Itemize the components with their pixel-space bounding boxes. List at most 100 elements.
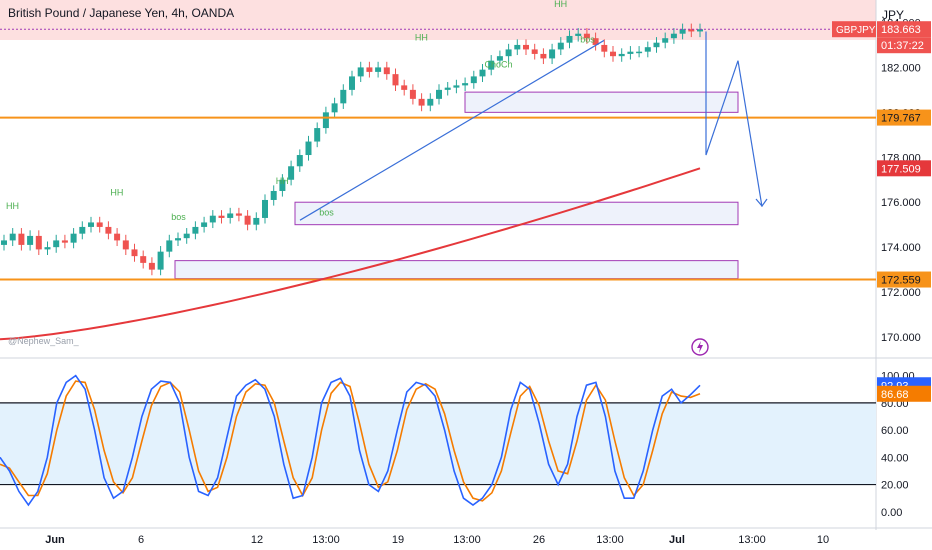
candle-body — [96, 222, 103, 227]
stoch-d-line — [0, 380, 701, 502]
candle-body — [688, 29, 695, 32]
price-tick-label: 176.000 — [881, 197, 921, 209]
candle-body — [392, 74, 399, 86]
candle-body — [122, 240, 129, 250]
demand-zone — [294, 201, 739, 226]
candle-body — [514, 44, 521, 50]
overlay-lines — [0, 28, 876, 341]
candle-body — [262, 199, 268, 218]
candle-body — [488, 60, 495, 70]
candle-body — [583, 33, 590, 39]
candle-body — [618, 53, 625, 57]
level-label: 172.559 — [881, 275, 921, 287]
premium-zone — [0, 0, 876, 40]
structure-label: HH — [6, 201, 19, 211]
stochastic-panel — [0, 374, 876, 507]
demand-zones — [174, 91, 739, 280]
time-tick-label: 12 — [251, 534, 263, 546]
structure-label: HH — [415, 32, 428, 42]
price-tick-label: 182.000 — [881, 62, 921, 74]
candle-body — [53, 240, 60, 248]
candle-body — [462, 83, 469, 86]
candle-body — [148, 262, 155, 270]
candle-body — [523, 44, 529, 50]
candle-body — [470, 76, 477, 84]
candle-body — [670, 33, 677, 39]
candle-body — [427, 98, 434, 106]
candle-body — [18, 233, 25, 245]
candle-body — [288, 166, 295, 180]
candle-body — [140, 256, 147, 263]
candle-body — [549, 49, 556, 59]
lightning-bolt-icon[interactable] — [691, 338, 709, 356]
structure-label: ChoCh — [485, 59, 513, 69]
candle-body — [479, 69, 486, 77]
author-watermark: @Nephew_Sam_ — [8, 336, 79, 346]
level-label-bg — [877, 109, 931, 126]
stoch-d-label-bg — [877, 385, 931, 402]
time-tick-label: 10 — [817, 534, 829, 546]
time-axis: Jun 6 12 13:00 19 13:00 26 13:00 Jul 13:00 10 — [0, 527, 932, 546]
candle-body — [436, 89, 442, 99]
price-axis: 184.000182.000180.000178.000176.000174.0… — [832, 17, 931, 519]
candle-body — [340, 89, 347, 104]
candle-body — [79, 226, 86, 234]
last-price-label-bg — [877, 21, 931, 38]
trendline — [299, 39, 605, 221]
level-label-bg — [877, 271, 931, 288]
candle-body — [557, 42, 564, 50]
structure-label: bos — [171, 212, 186, 222]
stoch-tick-label: 0.00 — [881, 507, 902, 519]
time-tick-label: 13:00 — [738, 534, 766, 546]
currency-label: JPY — [882, 8, 905, 22]
candle-body — [270, 190, 277, 200]
structure-labels: HHHHbosHHbosHHChoChHHbosHHHH — [6, 0, 595, 222]
candle-body — [679, 29, 686, 34]
demand-zone — [464, 91, 739, 113]
projection-arrow — [755, 198, 768, 207]
stoch-tick-label: 60.00 — [881, 425, 909, 437]
candle-body — [636, 51, 643, 54]
candle-body — [166, 240, 173, 252]
stoch-d-label: 86.68 — [881, 389, 909, 401]
candle-body — [444, 87, 451, 90]
price-tick-label: 174.000 — [881, 242, 921, 254]
symbol-tag: GBPJPY — [836, 25, 876, 36]
time-tick-label: Jun — [45, 534, 65, 546]
time-tick-label: 26 — [533, 534, 545, 546]
countdown-label: 01:37:22 — [881, 40, 924, 52]
candle-body — [114, 233, 121, 241]
structure-label: bos — [319, 208, 334, 218]
structure-label: HH — [554, 0, 567, 9]
time-tick-label: Jul — [669, 534, 685, 546]
candle-body — [409, 89, 416, 99]
candle-body — [244, 215, 251, 225]
candle-body — [540, 53, 547, 59]
ema-label-bg — [877, 160, 931, 177]
ema-label: 177.509 — [881, 163, 921, 175]
candle-body — [662, 38, 669, 43]
candle-body — [157, 251, 164, 270]
stoch-band — [0, 402, 876, 485]
structure-label: HH — [276, 176, 289, 186]
candle-body — [531, 49, 538, 54]
candle-body — [201, 222, 208, 227]
candle-body — [235, 213, 242, 216]
demand-zone — [174, 260, 739, 280]
candle-body — [331, 103, 338, 113]
candle-body — [601, 44, 608, 52]
stoch-tick-label: 20.00 — [881, 480, 909, 492]
candle-body — [418, 98, 425, 106]
structure-label: HH — [110, 187, 123, 197]
price-tick-label: 172.000 — [881, 287, 921, 299]
candle-body — [653, 42, 660, 48]
candle-body — [131, 249, 138, 257]
candle-body — [375, 67, 382, 72]
candle-body — [401, 85, 408, 90]
candle-body — [218, 215, 225, 218]
time-tick-label: 13:00 — [312, 534, 340, 546]
time-tick-label: 13:00 — [596, 534, 624, 546]
candle-body — [496, 56, 503, 61]
candle-body — [383, 67, 390, 75]
